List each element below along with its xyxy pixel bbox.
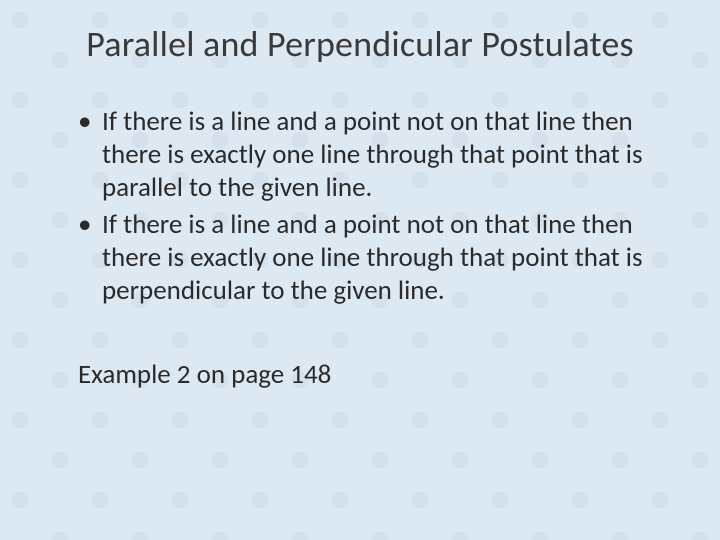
bullet-item: If there is a line and a point not on th… [78, 106, 660, 205]
bullet-item: If there is a line and a point not on th… [78, 209, 660, 308]
bullet-list: If there is a line and a point not on th… [78, 106, 660, 308]
slide-title: Parallel and Perpendicular Postulates [50, 22, 670, 66]
example-reference: Example 2 on page 148 [78, 358, 670, 391]
